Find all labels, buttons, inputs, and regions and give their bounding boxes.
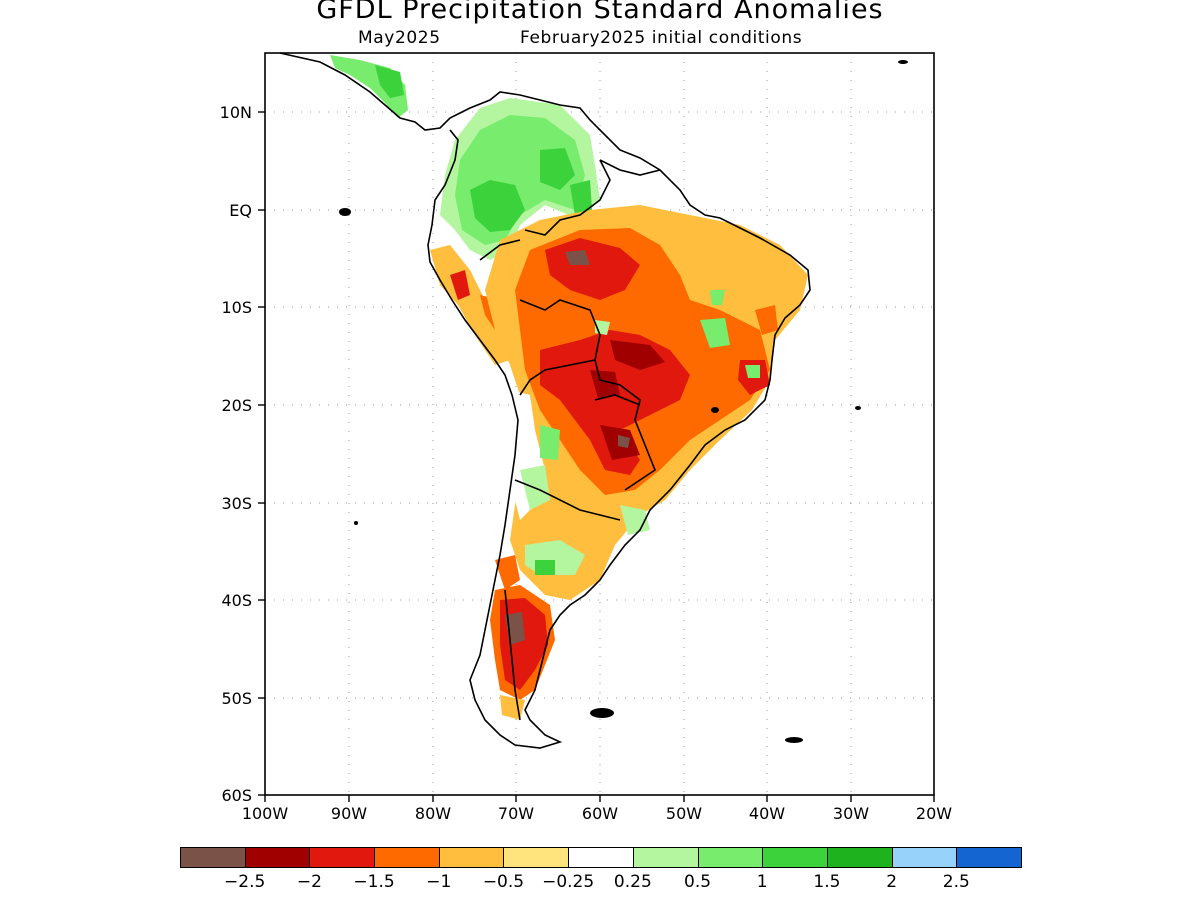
lon-label-40w: 40W xyxy=(749,804,785,823)
lat-label-40s: 40S xyxy=(221,591,252,610)
legend-label: 2.5 xyxy=(942,872,970,892)
bolivia-wet-speck xyxy=(540,425,560,460)
lat-label-60s: 60S xyxy=(221,786,252,805)
legend-label: 1 xyxy=(756,872,768,892)
legend-swatch xyxy=(697,847,764,868)
legend-swatch xyxy=(568,847,634,868)
legend-swatch xyxy=(438,847,505,868)
juan-fernandez-island xyxy=(354,521,358,525)
legend-swatch xyxy=(762,847,828,868)
anomaly-shading xyxy=(330,55,808,720)
colombia-wet-core xyxy=(470,180,525,232)
trindade-island xyxy=(855,406,861,410)
lon-label-90w: 90W xyxy=(331,804,367,823)
lat-label-eq: EQ xyxy=(229,201,252,220)
central-brazil-dry-core xyxy=(540,330,690,475)
galapagos-islands xyxy=(339,208,351,216)
legend-label: −0.5 xyxy=(482,872,525,892)
argentina-wet-core xyxy=(535,560,555,575)
lat-label-10n: 10N xyxy=(220,103,252,122)
lon-label-100w: 100W xyxy=(242,804,289,823)
lon-label-80w: 80W xyxy=(415,804,451,823)
abrolhos-islet xyxy=(711,407,719,413)
islands xyxy=(339,60,908,743)
legend-swatch xyxy=(374,847,440,868)
map-title: GFDL Precipitation Standard Anomalies xyxy=(316,0,884,25)
legend-swatch xyxy=(891,847,958,868)
peru-dry-spot xyxy=(450,270,470,300)
lon-label-70w: 70W xyxy=(498,804,534,823)
legend-swatch xyxy=(503,847,570,868)
legend-swatch xyxy=(309,847,376,868)
target-month-label: May2025 xyxy=(358,28,441,48)
legend-label: −2.5 xyxy=(224,872,266,892)
legend-swatch xyxy=(632,847,699,868)
central-america-wet-core xyxy=(375,65,404,98)
legend-label: 0.5 xyxy=(684,872,712,892)
legend-label: −0.25 xyxy=(542,872,595,892)
brazil-wet-speck-2 xyxy=(710,290,725,305)
chile-dry xyxy=(495,555,520,590)
uruguay-wet xyxy=(620,505,650,535)
legend-swatch xyxy=(244,847,311,868)
legend-swatch xyxy=(826,847,893,868)
longitude-labels: 100W 90W 80W 70W 60W 50W 40W 30W 20W xyxy=(242,804,952,823)
lon-label-50w: 50W xyxy=(666,804,702,823)
amazon-dry-extreme xyxy=(565,250,590,265)
legend-label: −2 xyxy=(296,872,322,892)
venezuela-wet-core xyxy=(540,148,575,190)
legend-label: 1.5 xyxy=(813,872,841,892)
legend-swatch xyxy=(180,847,246,868)
south-georgia-island xyxy=(785,737,803,743)
legend-label: −1 xyxy=(426,872,452,892)
axis-ticks xyxy=(258,111,935,802)
lon-label-60w: 60W xyxy=(582,804,618,823)
coastline xyxy=(279,52,811,749)
latitude-labels: 10N EQ 10S 20S 30S 40S 50S 60S xyxy=(220,103,252,805)
lon-label-20w: 20W xyxy=(916,804,952,823)
legend-swatch xyxy=(956,847,1022,868)
legend-label: 2 xyxy=(886,872,898,892)
legend-label: −1.5 xyxy=(353,872,395,892)
lat-label-10s: 10S xyxy=(221,298,252,317)
brazil-wet-speck-1 xyxy=(700,318,730,348)
paraguay-dry-core xyxy=(618,435,630,448)
pantanal-dry-extreme xyxy=(590,370,620,398)
brazil-wet-speck-3 xyxy=(745,365,760,378)
northeast-brazil-dry xyxy=(755,305,778,335)
lat-label-20s: 20S xyxy=(221,396,252,415)
atlantic-islet xyxy=(898,60,908,64)
lon-label-30w: 30W xyxy=(833,804,869,823)
venezuela-wet-core-2 xyxy=(570,180,592,215)
falkland-islands xyxy=(590,708,614,718)
central-brazil-dry-extreme xyxy=(610,340,665,370)
lat-label-30s: 30S xyxy=(221,494,252,513)
color-legend xyxy=(180,847,1022,870)
legend-label: 0.25 xyxy=(613,872,652,892)
lat-label-50s: 50S xyxy=(221,689,252,708)
initial-conditions-label: February2025 initial conditions xyxy=(520,28,803,48)
